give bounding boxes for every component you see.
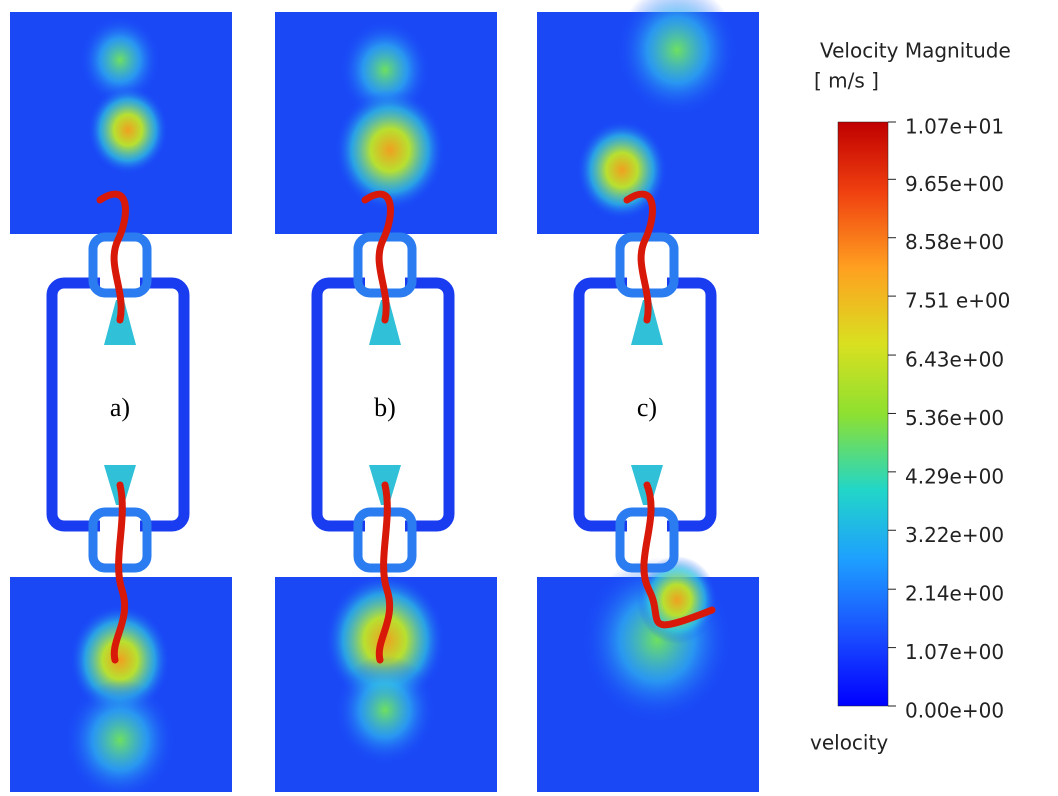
panel-label: b): [374, 393, 396, 422]
tick-label: 7.51 e+00: [905, 289, 1010, 313]
figure: a) b) c) Velocity Magnitude [ m/s ] veloci…: [0, 0, 1058, 792]
panel: c): [537, 0, 759, 792]
tick-label: 5.36e+00: [905, 406, 1004, 430]
legend: Velocity Magnitude [ m/s ] velocity 1.07…: [810, 39, 1011, 755]
panel-label: c): [637, 393, 657, 422]
tick-label: 0.00e+00: [905, 699, 1004, 723]
tick-label: 1.07e+01: [905, 115, 1004, 139]
legend-title: Velocity Magnitude: [820, 39, 1011, 63]
panel-label: a): [110, 393, 130, 422]
tick-label: 9.65e+00: [905, 172, 1004, 196]
flow-region: [335, 90, 445, 211]
panels: a) b) c): [10, 0, 759, 792]
panel: a): [10, 12, 232, 792]
colorbar: [838, 122, 888, 706]
tick-label: 1.07e+00: [905, 640, 1004, 664]
legend-unit: [ m/s ]: [814, 69, 879, 93]
legend-variable: velocity: [810, 731, 888, 755]
tick-label: 3.22e+00: [905, 523, 1004, 547]
tick-label: 6.43e+00: [905, 348, 1004, 372]
flow-region: [88, 86, 168, 174]
tick-label: 8.58e+00: [905, 230, 1004, 254]
panel: b): [275, 12, 497, 792]
flow-region: [335, 655, 435, 765]
tick-label: 4.29e+00: [905, 464, 1004, 488]
tick-label: 2.14e+00: [905, 582, 1004, 606]
